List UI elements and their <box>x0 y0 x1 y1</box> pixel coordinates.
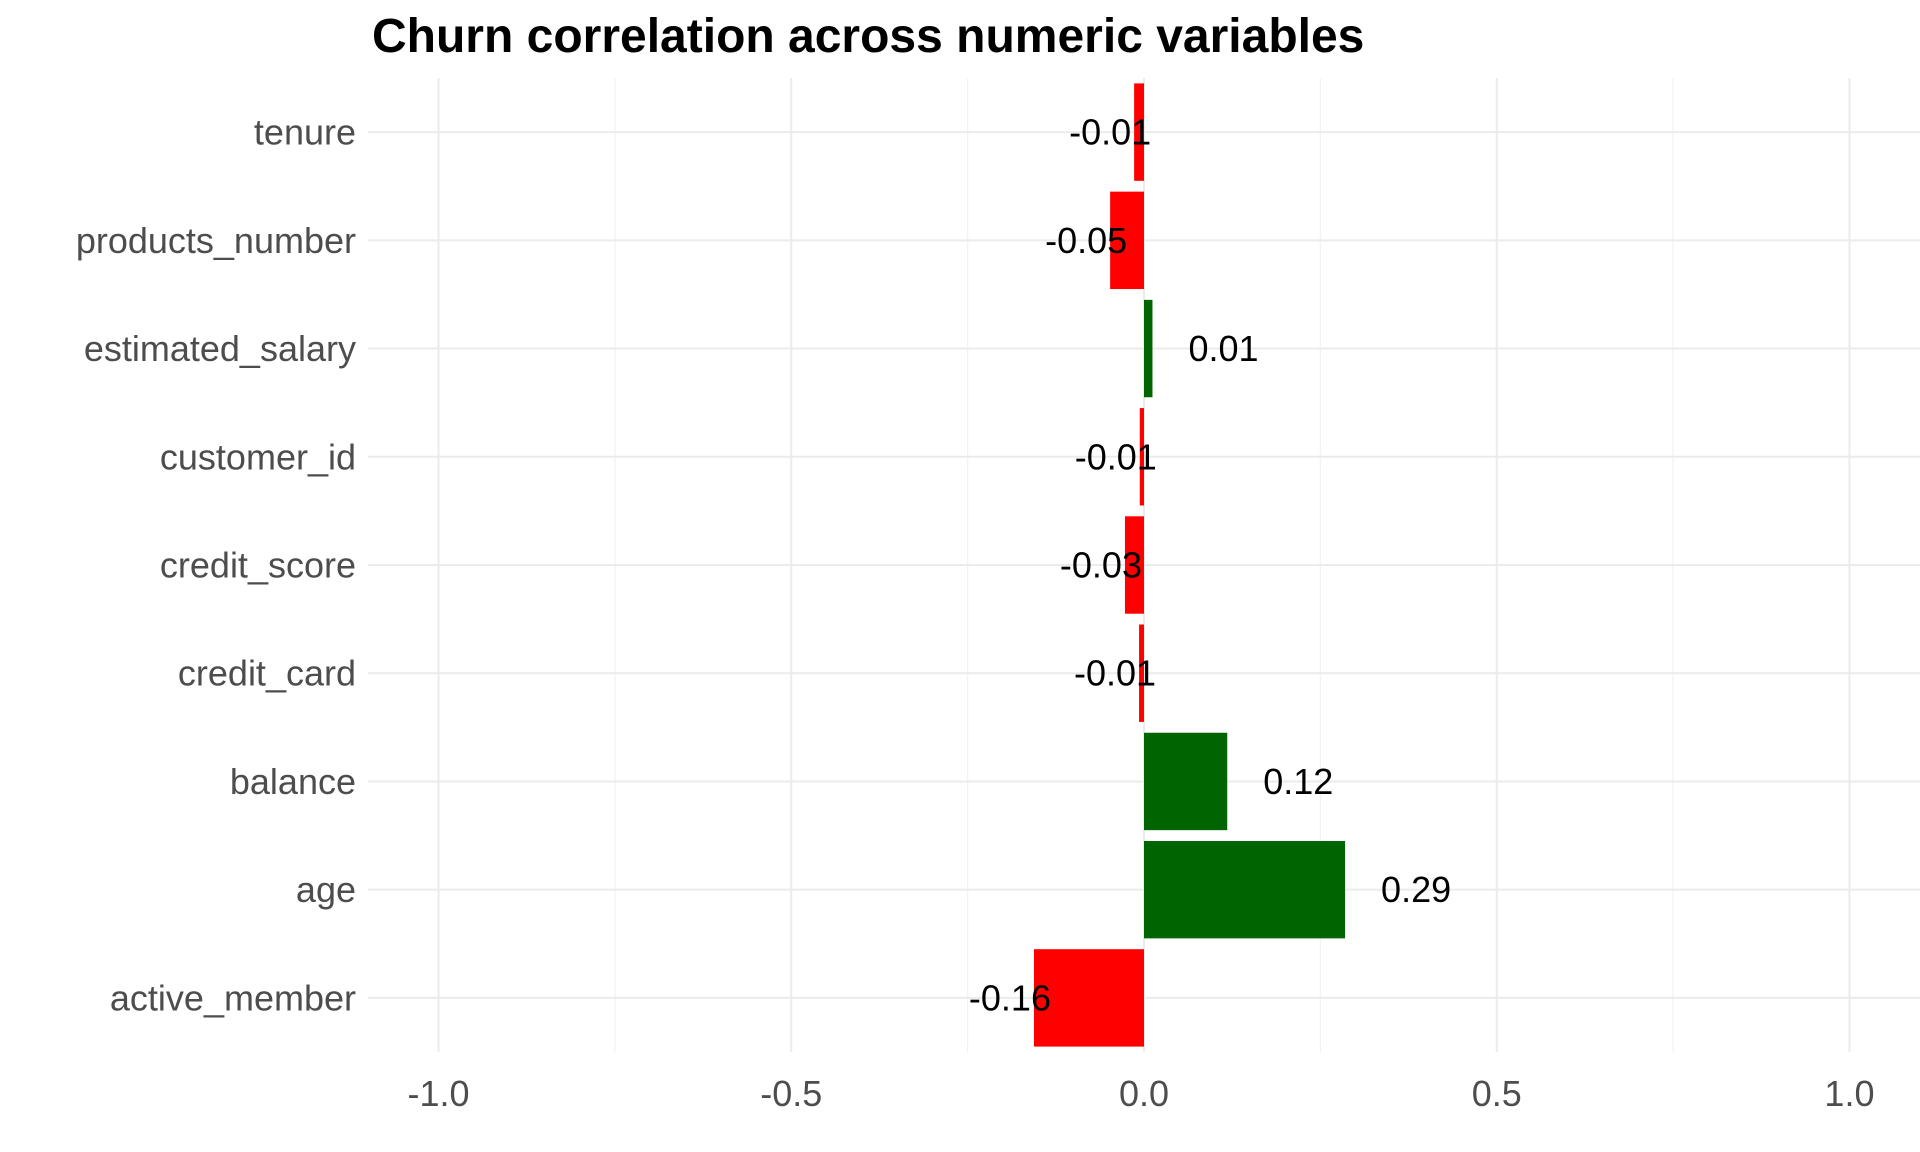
data-label: 0.01 <box>1188 328 1258 369</box>
data-labels: -0.01 -0.05 0.01 -0.01 -0.03 -0.01 0.12 0.29 -0.… <box>969 112 1451 1019</box>
bar-balance <box>1144 732 1228 831</box>
bar-credit-card <box>1139 624 1144 722</box>
data-label: 0.12 <box>1263 761 1333 802</box>
data-label: -0.01 <box>1075 436 1157 477</box>
category-label: credit_score <box>160 545 356 586</box>
bars <box>1033 83 1346 1047</box>
x-tick-label: 0.5 <box>1472 1073 1522 1114</box>
bar-credit-score <box>1124 516 1144 614</box>
bar-active-member <box>1033 949 1144 1047</box>
bar-tenure <box>1134 83 1144 181</box>
bar-products-number <box>1110 191 1144 290</box>
x-tick-label: 1.0 <box>1824 1073 1874 1114</box>
x-tick-label: -0.5 <box>760 1073 822 1114</box>
x-tick-label: 0.0 <box>1119 1073 1169 1114</box>
category-label: credit_card <box>178 653 356 694</box>
chart-title: Churn correlation across numeric variabl… <box>372 10 1364 63</box>
data-label: -0.05 <box>1045 220 1127 261</box>
data-label: -0.16 <box>969 977 1051 1018</box>
category-labels: tenure products_number estimated_salarycus… <box>76 112 356 1019</box>
category-label: products_number <box>76 220 356 261</box>
category-label: balance <box>230 761 356 802</box>
data-label: -0.03 <box>1060 545 1142 586</box>
category-label: customer_id <box>160 436 356 477</box>
category-label: active_member <box>110 977 356 1018</box>
data-label: -0.01 <box>1069 112 1151 153</box>
x-tick-label: -1.0 <box>408 1073 470 1114</box>
data-label: -0.01 <box>1074 653 1156 694</box>
category-label: tenure <box>254 112 356 153</box>
category-label: estimated_salary <box>84 328 356 369</box>
data-label: 0.29 <box>1381 869 1451 910</box>
bar-customer-id <box>1139 408 1144 506</box>
category-label: age <box>296 869 356 910</box>
bar-estimated-salary <box>1144 299 1153 398</box>
bar-age <box>1144 840 1346 939</box>
x-axis-tick-labels: -1.0 -0.5 0.0 0.5 1.0 <box>408 1073 1875 1114</box>
